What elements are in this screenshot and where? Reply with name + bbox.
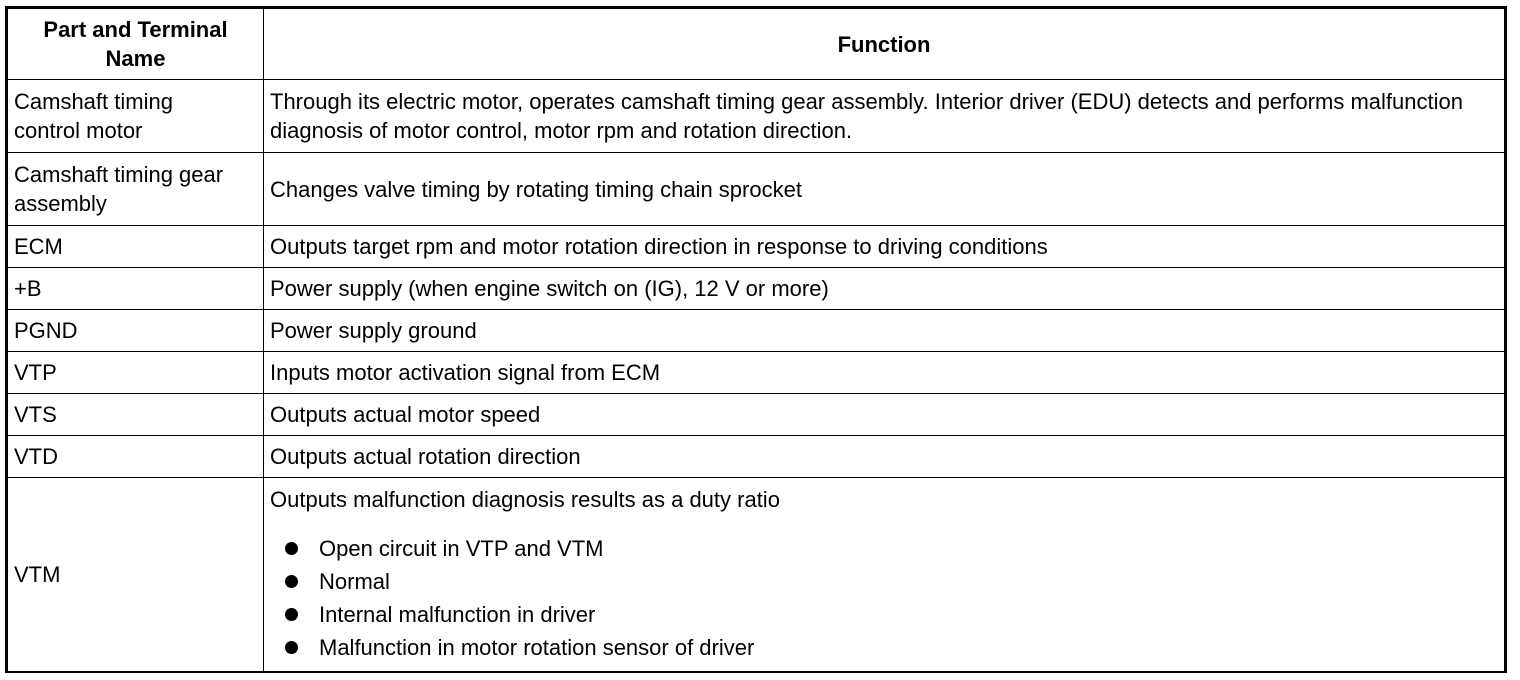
list-item: Normal xyxy=(285,565,1498,598)
table: Part and Terminal Name Function Camshaft… xyxy=(7,8,1505,672)
function-cell: Outputs target rpm and motor rotation di… xyxy=(263,225,1505,268)
function-cell: Changes valve timing by rotating timing … xyxy=(263,152,1505,226)
list-item: Malfunction in motor rotation sensor of … xyxy=(285,631,1498,664)
part-name-cell: Camshaft timing control motor xyxy=(7,79,264,153)
list-item-text: Internal malfunction in driver xyxy=(319,602,596,627)
part-name-cell: Camshaft timing gear assembly xyxy=(7,152,264,226)
list-item: Open circuit in VTP and VTM xyxy=(285,532,1498,565)
table-header-row: Part and Terminal Name Function xyxy=(7,8,1505,80)
table-row: VTD Outputs actual rotation direction xyxy=(7,435,1505,478)
column-header-function: Function xyxy=(263,8,1505,80)
column-header-part-name-text: Part and Terminal Name xyxy=(43,17,228,71)
part-name-cell: VTP xyxy=(7,351,264,394)
table-row: Camshaft timing gear assembly Changes va… xyxy=(7,152,1505,226)
function-cell: Outputs actual rotation direction xyxy=(263,435,1505,478)
function-cell: Inputs motor activation signal from ECM xyxy=(263,351,1505,394)
part-name: Camshaft timing gear assembly xyxy=(14,162,224,216)
table-row: VTS Outputs actual motor speed xyxy=(7,393,1505,436)
function-intro: Outputs malfunction diagnosis results as… xyxy=(270,487,780,512)
part-name-cell: PGND xyxy=(7,309,264,352)
bullet-icon xyxy=(285,641,298,654)
table-row: VTP Inputs motor activation signal from … xyxy=(7,351,1505,394)
terminal-function-table: Part and Terminal Name Function Camshaft… xyxy=(5,6,1507,673)
function-cell: Through its electric motor, operates cam… xyxy=(263,79,1505,153)
part-name-cell: +B xyxy=(7,267,264,310)
list-item-text: Malfunction in motor rotation sensor of … xyxy=(319,635,755,660)
bullet-icon xyxy=(285,542,298,555)
list-item-text: Normal xyxy=(319,569,390,594)
bullet-icon xyxy=(285,608,298,621)
column-header-part-name: Part and Terminal Name xyxy=(7,8,264,80)
table-row: Camshaft timing control motor Through it… xyxy=(7,79,1505,153)
function-cell: Outputs malfunction diagnosis results as… xyxy=(263,477,1505,672)
bullet-icon xyxy=(285,575,298,588)
table-row: VTM Outputs malfunction diagnosis result… xyxy=(7,477,1505,672)
part-name-cell: VTM xyxy=(7,477,264,672)
part-name-cell: VTD xyxy=(7,435,264,478)
function-cell: Outputs actual motor speed xyxy=(263,393,1505,436)
part-name-cell: VTS xyxy=(7,393,264,436)
function-text: Through its electric motor, operates cam… xyxy=(270,89,1463,143)
part-name-cell: ECM xyxy=(7,225,264,268)
function-cell: Power supply (when engine switch on (IG)… xyxy=(263,267,1505,310)
table-row: PGND Power supply ground xyxy=(7,309,1505,352)
bullet-list: Open circuit in VTP and VTM Normal Inter… xyxy=(270,532,1498,664)
list-item: Internal malfunction in driver xyxy=(285,598,1498,631)
part-name: Camshaft timing control motor xyxy=(14,89,173,143)
function-cell: Power supply ground xyxy=(263,309,1505,352)
table-row: +B Power supply (when engine switch on (… xyxy=(7,267,1505,310)
table-row: ECM Outputs target rpm and motor rotatio… xyxy=(7,225,1505,268)
list-item-text: Open circuit in VTP and VTM xyxy=(319,536,604,561)
